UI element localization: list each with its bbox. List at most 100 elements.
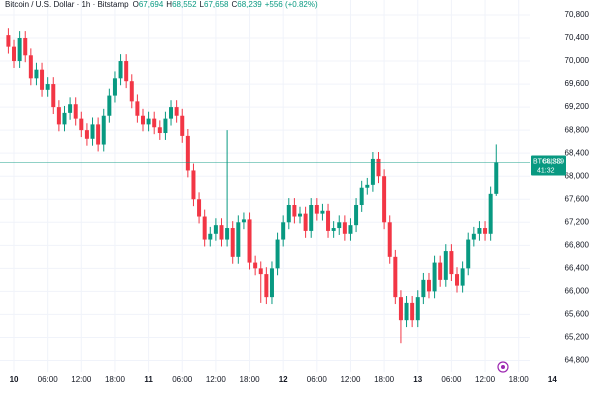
candle-body	[56, 107, 61, 125]
y-tick-label: 64,800	[565, 356, 590, 365]
candle-body	[236, 222, 241, 257]
candle-body	[213, 225, 218, 234]
candle-body	[202, 216, 207, 240]
x-tick-label: 18:00	[105, 375, 126, 384]
y-tick-label: 66,800	[565, 240, 590, 249]
candle-body	[169, 107, 174, 119]
candle-body	[275, 239, 280, 269]
candle-body	[124, 61, 129, 82]
candle-body	[354, 205, 359, 226]
y-tick-label: 70,400	[565, 33, 590, 42]
candle-body	[62, 112, 67, 125]
candle-body	[197, 199, 202, 217]
legend-value: 67,694	[139, 0, 164, 9]
x-tick-label: 18:00	[509, 375, 530, 384]
y-tick-label: 66,000	[565, 286, 590, 295]
candle-body	[387, 222, 392, 257]
x-tick-label: 12:00	[340, 375, 361, 384]
candle-body	[331, 228, 336, 231]
candle-body	[191, 170, 196, 200]
candle-body	[219, 225, 224, 240]
candle-body	[112, 78, 117, 96]
candle-body	[146, 118, 151, 125]
legend-key: L	[200, 0, 205, 9]
x-tick-label: 06:00	[172, 375, 193, 384]
candle-body	[264, 274, 269, 298]
candle-body	[90, 124, 95, 139]
candle-body	[129, 81, 134, 102]
candle-body	[483, 228, 488, 234]
indicator-icon	[497, 361, 509, 373]
candle-body	[253, 262, 258, 269]
candle-body	[79, 118, 84, 131]
candle-body	[241, 219, 246, 223]
y-tick-label: 68,000	[565, 171, 590, 180]
candle-body	[34, 69, 39, 79]
candle-body	[157, 127, 162, 134]
x-tick-label: 12	[279, 375, 288, 384]
candle-body	[326, 210, 331, 231]
candle-body	[180, 115, 185, 136]
candle-body	[382, 176, 387, 223]
candle-body	[398, 297, 403, 321]
y-tick-label: 70,000	[565, 56, 590, 65]
x-tick-label: 10	[10, 375, 19, 384]
candle-body	[320, 210, 325, 214]
candle-body	[107, 95, 112, 116]
axes: 64,800 65,200 65,600 66,000 66,400 66,800 67,2…	[0, 10, 590, 384]
candle-body	[51, 84, 56, 108]
candle-body	[23, 38, 28, 56]
x-tick-label: 06:00	[38, 375, 59, 384]
last-price-label: 68,239	[543, 158, 565, 165]
candle-body	[40, 69, 45, 90]
candles	[6, 28, 499, 344]
y-tick-label: 66,400	[565, 263, 590, 272]
candle-body	[449, 251, 454, 275]
y-tick-label: 69,200	[565, 102, 590, 111]
candle-body	[298, 213, 302, 217]
candle-body	[443, 251, 448, 280]
candle-body	[163, 118, 168, 134]
title: Bitcoin / U.S. Dollar · 1h · Bitstamp	[5, 0, 129, 9]
legend-key: H	[166, 0, 172, 9]
candle-body	[135, 101, 140, 116]
y-tick-label: 70,800	[565, 10, 590, 19]
candle-body	[438, 262, 443, 280]
candle-body	[292, 205, 297, 217]
candle-body	[185, 135, 190, 171]
change: +556 (+0.82%)	[265, 0, 318, 9]
y-tick-label: 68,400	[565, 148, 590, 157]
candle-body	[45, 84, 50, 90]
countdown: 41:32	[537, 167, 555, 174]
candle-body	[342, 222, 347, 234]
grid	[0, 0, 530, 372]
y-tick-label: 65,200	[565, 333, 590, 342]
candle-body	[247, 219, 252, 263]
candle-body	[415, 297, 420, 321]
candle-body	[426, 279, 431, 292]
candle-body	[28, 55, 33, 79]
candle-body	[84, 130, 89, 139]
header: Bitcoin / U.S. Dollar · 1h · Bitstamp O67…	[5, 0, 318, 9]
candle-body	[455, 274, 460, 286]
legend-value: 68,552	[172, 0, 197, 9]
candle-body	[460, 268, 465, 286]
candle-body	[68, 104, 73, 113]
candle-body	[152, 118, 157, 128]
candle-body	[281, 222, 286, 240]
candle-body	[337, 222, 342, 229]
x-tick-label: 18:00	[240, 375, 261, 384]
y-tick-label: 65,600	[565, 310, 590, 319]
candle-body	[314, 205, 319, 214]
candle-body	[12, 46, 17, 62]
legend-value: 67,658	[204, 0, 229, 9]
x-tick-label: 14	[548, 375, 557, 384]
x-tick-label: 12:00	[206, 375, 227, 384]
candle-body	[309, 205, 314, 231]
candle-body	[17, 38, 22, 62]
y-tick-label: 67,600	[565, 194, 590, 203]
candle-body	[432, 262, 437, 292]
y-tick-label: 67,200	[565, 217, 590, 226]
candle-body	[225, 228, 230, 240]
